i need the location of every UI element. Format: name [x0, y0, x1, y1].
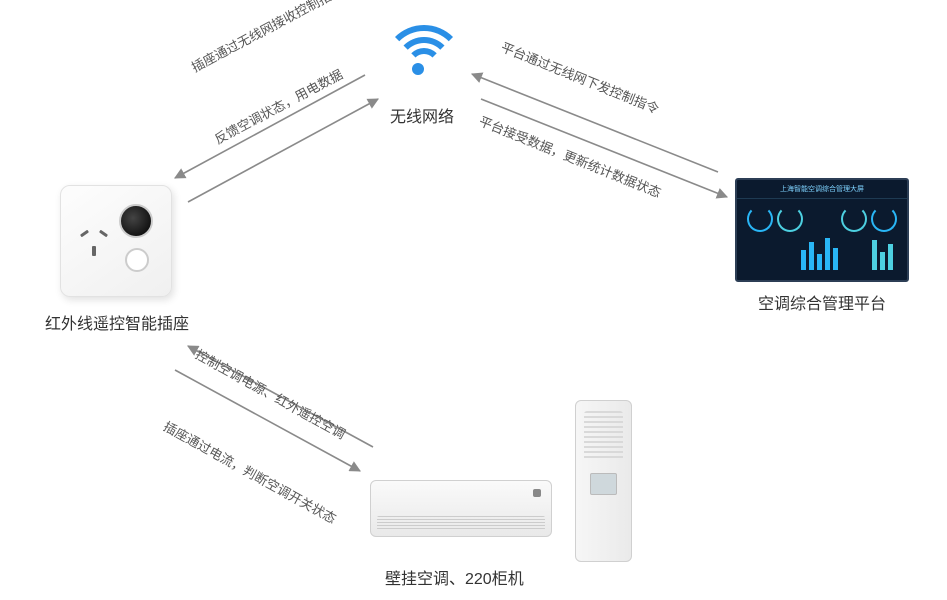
wifi-icon: [383, 25, 453, 80]
edge-label: 平台接受数据，更新统计数据状态: [476, 111, 664, 202]
arrow-line: [481, 99, 727, 197]
socket-label: 红外线遥控智能插座: [45, 310, 189, 334]
smart-socket-icon: [60, 185, 172, 297]
diagram-canvas: { "canvas": { "width": 947, "height": 60…: [0, 0, 947, 600]
arrow-line: [175, 75, 365, 178]
platform-label: 空调综合管理平台: [758, 290, 886, 314]
edge-label: 插座通过电流，判断空调开关状态: [160, 416, 340, 527]
cabinet-ac-icon: [575, 400, 632, 562]
wall-ac-icon: [370, 480, 552, 537]
arrow-line: [188, 99, 378, 202]
edge-label: 反馈空调状态，用电数据: [211, 64, 346, 148]
edge-label: 平台通过无线网下发控制指令: [498, 37, 662, 118]
platform-dashboard-icon: 上海智能空调综合管理大屏: [735, 178, 909, 282]
ac-label: 壁挂空调、220柜机: [385, 565, 524, 589]
edge-label: 插座通过无线网接收控制指令: [188, 0, 346, 76]
wifi-label: 无线网络: [390, 103, 454, 127]
edge-label: 控制空调电源、红外遥控空调: [192, 344, 349, 443]
